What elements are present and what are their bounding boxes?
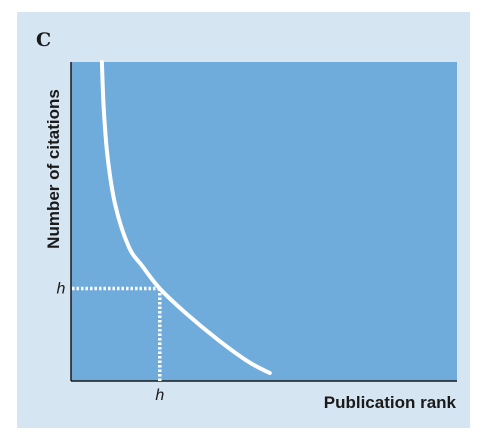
x-tick-label-h: h xyxy=(155,387,164,404)
y-axis-title: Number of citations xyxy=(44,89,63,249)
citation-curve-line xyxy=(99,60,272,376)
plot-area xyxy=(71,62,457,381)
panel-letter: C xyxy=(36,29,51,51)
x-axis-title: Publication rank xyxy=(324,393,457,412)
y-tick-label-h: h xyxy=(57,280,66,297)
